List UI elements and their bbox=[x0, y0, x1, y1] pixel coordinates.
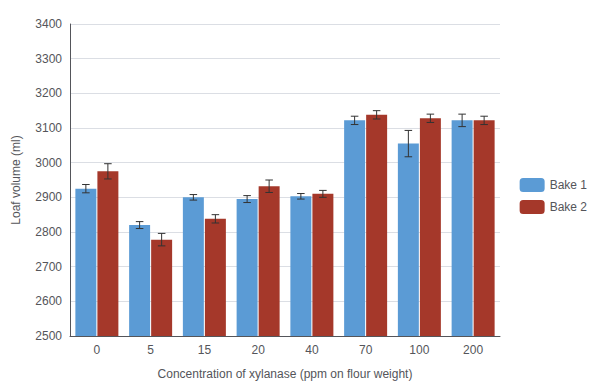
svg-text:15: 15 bbox=[198, 343, 212, 357]
svg-text:2500: 2500 bbox=[35, 329, 62, 343]
svg-text:200: 200 bbox=[463, 343, 483, 357]
svg-text:Concentration of xylanase (ppm: Concentration of xylanase (ppm on flour … bbox=[158, 367, 413, 381]
svg-text:40: 40 bbox=[305, 343, 319, 357]
svg-text:2600: 2600 bbox=[35, 294, 62, 308]
svg-text:100: 100 bbox=[409, 343, 429, 357]
svg-text:20: 20 bbox=[251, 343, 265, 357]
svg-text:Loaf volume (ml): Loaf volume (ml) bbox=[9, 135, 23, 224]
svg-text:Bake 1: Bake 1 bbox=[550, 178, 588, 192]
svg-text:3100: 3100 bbox=[35, 121, 62, 135]
svg-text:5: 5 bbox=[147, 343, 154, 357]
svg-text:3200: 3200 bbox=[35, 86, 62, 100]
svg-text:2800: 2800 bbox=[35, 225, 62, 239]
svg-text:2700: 2700 bbox=[35, 260, 62, 274]
svg-text:3300: 3300 bbox=[35, 52, 62, 66]
svg-text:70: 70 bbox=[359, 343, 373, 357]
svg-text:2900: 2900 bbox=[35, 190, 62, 204]
svg-text:0: 0 bbox=[94, 343, 101, 357]
svg-text:3000: 3000 bbox=[35, 156, 62, 170]
svg-text:3400: 3400 bbox=[35, 17, 62, 31]
svg-text:Bake 2: Bake 2 bbox=[550, 200, 588, 214]
